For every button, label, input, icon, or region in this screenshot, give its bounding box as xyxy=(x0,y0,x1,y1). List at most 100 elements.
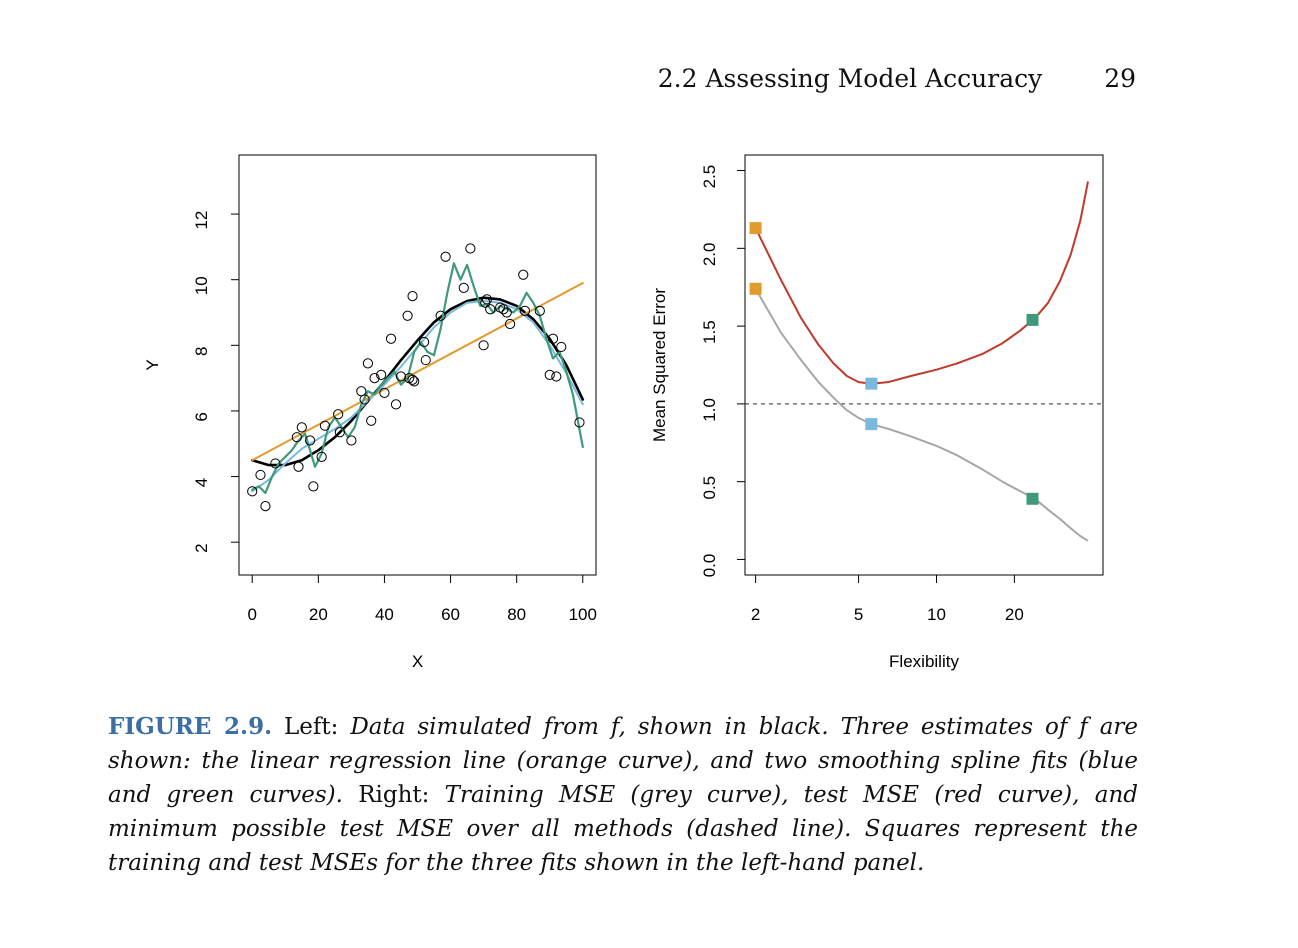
right-panel: 2 5 10 20 0.0 0.5 1.0 1.5 2.0 2.5 Flexibility Mean … xyxy=(650,154,1104,671)
mse-squares xyxy=(749,222,1039,505)
data-point xyxy=(544,369,555,380)
data-point xyxy=(518,269,529,280)
left-x-tick-label: 100 xyxy=(569,605,597,624)
caption-left-word: Left: xyxy=(284,714,339,740)
data-point xyxy=(304,435,316,446)
data-point xyxy=(440,251,451,262)
data-point xyxy=(369,373,380,384)
data-point xyxy=(498,304,509,315)
mse-square-green xyxy=(1026,313,1039,326)
data-point xyxy=(574,417,585,428)
left-y-tick-label: 10 xyxy=(192,276,211,295)
data-point xyxy=(255,469,266,481)
data-point xyxy=(316,451,327,462)
curve-training-mse xyxy=(754,288,1089,542)
curve-test-mse xyxy=(754,181,1089,385)
data-point xyxy=(346,435,357,446)
right-plot-frame xyxy=(744,154,1104,576)
data-point xyxy=(407,290,418,302)
right-x-tick-label: 20 xyxy=(1005,605,1024,624)
right-y-axis-label: Mean Squared Error xyxy=(650,288,669,442)
data-point xyxy=(270,458,281,469)
left-y-tick-label: 12 xyxy=(192,211,211,230)
right-x-tick-label: 5 xyxy=(854,605,863,624)
data-point xyxy=(501,307,512,318)
data-point xyxy=(379,387,390,398)
data-point xyxy=(519,305,531,316)
data-point xyxy=(359,394,370,405)
data-point xyxy=(534,305,545,316)
data-point xyxy=(333,409,344,420)
data-point xyxy=(485,304,496,315)
curve-blue xyxy=(251,300,584,493)
right-y-tick-label: 2.5 xyxy=(700,165,719,189)
data-point xyxy=(407,374,418,385)
data-point xyxy=(402,310,413,321)
figure-label: FIGURE 2.9. xyxy=(108,713,273,740)
left-y-axis-label: Y xyxy=(143,359,162,370)
data-point xyxy=(390,399,402,410)
mse-square-orange xyxy=(749,222,762,235)
left-x-tick-label: 20 xyxy=(309,605,328,624)
section-title: 2.2 Assessing Model Accuracy xyxy=(657,64,1043,93)
left-x-tick-label: 0 xyxy=(247,605,256,624)
curve-orange xyxy=(251,282,584,462)
right-y-tick-label: 2.0 xyxy=(700,243,719,267)
data-point xyxy=(376,369,387,380)
data-point xyxy=(547,333,559,344)
left-plot-frame xyxy=(238,154,597,576)
data-point xyxy=(458,282,469,293)
left-y-tick-label: 8 xyxy=(192,347,211,356)
data-point xyxy=(409,376,420,387)
scatter-points xyxy=(247,243,585,512)
left-x-axis: 0 20 40 60 80 100 xyxy=(247,574,597,624)
mse-square-blue xyxy=(865,418,878,431)
data-point xyxy=(419,336,430,348)
left-x-tick-label: 60 xyxy=(441,605,460,624)
data-point xyxy=(551,371,562,382)
data-point xyxy=(481,294,493,305)
left-y-tick-label: 4 xyxy=(192,478,211,487)
figure-plots: 0 20 40 60 80 100 2 4 6 8 10 12 X Y 2 5 10 20 0.0 0.5 1.0 1.… xyxy=(143,154,1104,671)
data-point xyxy=(420,354,431,366)
mse-square-green xyxy=(1026,492,1039,505)
page-number: 29 xyxy=(1104,64,1136,93)
right-x-tick-label: 10 xyxy=(927,605,946,624)
left-y-tick-label: 6 xyxy=(192,412,211,421)
right-y-axis: 0.0 0.5 1.0 1.5 2.0 2.5 xyxy=(700,165,745,578)
data-point xyxy=(435,310,446,321)
right-y-tick-label: 0.0 xyxy=(700,554,719,578)
left-y-axis: 2 4 6 8 10 12 xyxy=(192,211,239,553)
left-x-tick-label: 80 xyxy=(507,605,526,624)
data-point xyxy=(362,358,374,369)
left-x-axis-label: X xyxy=(412,652,423,671)
data-point xyxy=(334,427,345,438)
data-point xyxy=(395,371,407,382)
mse-square-orange xyxy=(749,282,762,295)
left-x-tick-label: 40 xyxy=(375,605,394,624)
figure-caption: FIGURE 2.9. Left: Data simulated from f,… xyxy=(108,710,1138,880)
left-panel: 0 20 40 60 80 100 2 4 6 8 10 12 X Y xyxy=(143,154,597,671)
right-y-tick-label: 0.5 xyxy=(700,476,719,500)
right-x-tick-label: 2 xyxy=(751,605,760,624)
left-y-tick-label: 2 xyxy=(192,543,211,552)
right-y-tick-label: 1.5 xyxy=(700,320,719,344)
data-point xyxy=(293,461,304,472)
running-header: 2.2 Assessing Model Accuracy 29 xyxy=(658,64,1136,93)
data-point xyxy=(556,341,567,353)
data-point xyxy=(366,415,377,426)
data-point xyxy=(260,500,271,512)
right-x-axis-label: Flexibility xyxy=(889,652,959,671)
right-x-axis: 2 5 10 20 xyxy=(751,574,1024,624)
data-point xyxy=(465,243,476,254)
data-point xyxy=(385,333,397,344)
right-y-tick-label: 1.0 xyxy=(700,398,719,422)
data-point xyxy=(291,432,302,443)
data-point xyxy=(478,340,489,351)
caption-right-word: Right: xyxy=(358,782,430,808)
data-point xyxy=(319,420,331,431)
data-point xyxy=(296,422,307,433)
data-point xyxy=(247,486,258,497)
data-point xyxy=(308,481,319,492)
data-point xyxy=(504,318,516,330)
